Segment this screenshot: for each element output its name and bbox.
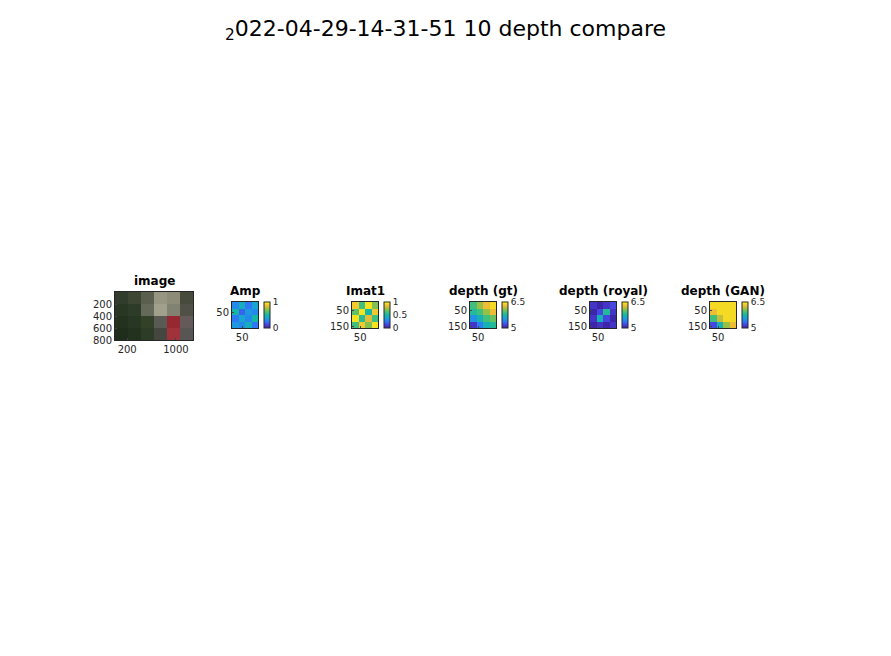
svg-text:400: 400 [93, 311, 112, 322]
svg-text:50: 50 [592, 332, 605, 343]
svg-text:1000: 1000 [163, 344, 188, 355]
svg-text:150: 150 [330, 321, 349, 332]
svg-text:50: 50 [354, 332, 367, 343]
svg-text:​2​022-04-29-14-31-51 10 depth: ​2​022-04-29-14-31-51 10 depth compare [225, 16, 666, 45]
svg-text:6.5: 6.5 [751, 297, 765, 307]
svg-text:600: 600 [93, 323, 112, 334]
svg-text:6.5: 6.5 [631, 297, 645, 307]
svg-text:image: image [134, 274, 175, 288]
svg-text:150: 150 [448, 321, 467, 332]
svg-text:200: 200 [118, 344, 137, 355]
svg-text:150: 150 [688, 321, 707, 332]
svg-text:200: 200 [93, 299, 112, 310]
svg-text:depth (gt): depth (gt) [449, 284, 518, 298]
svg-text:Amp: Amp [230, 284, 261, 298]
svg-text:5: 5 [631, 323, 637, 333]
svg-text:6.5: 6.5 [511, 297, 525, 307]
svg-text:50: 50 [712, 332, 725, 343]
svg-text:0.5: 0.5 [393, 310, 407, 320]
svg-text:50: 50 [454, 305, 467, 316]
svg-text:5: 5 [511, 323, 517, 333]
svg-text:50: 50 [336, 305, 349, 316]
svg-text:800: 800 [93, 335, 112, 346]
svg-text:150: 150 [568, 321, 587, 332]
svg-text:1: 1 [393, 297, 399, 307]
svg-text:50: 50 [216, 307, 229, 318]
svg-text:1: 1 [273, 297, 279, 307]
svg-text:depth (royal): depth (royal) [559, 284, 648, 298]
svg-text:0: 0 [273, 323, 279, 333]
svg-text:50: 50 [694, 305, 707, 316]
svg-text:50: 50 [236, 332, 249, 343]
svg-text:Imat1: Imat1 [346, 284, 385, 298]
svg-text:0: 0 [393, 323, 399, 333]
svg-text:50: 50 [574, 305, 587, 316]
svg-text:50: 50 [472, 332, 485, 343]
svg-text:5: 5 [751, 323, 757, 333]
svg-text:depth (GAN): depth (GAN) [681, 284, 765, 298]
